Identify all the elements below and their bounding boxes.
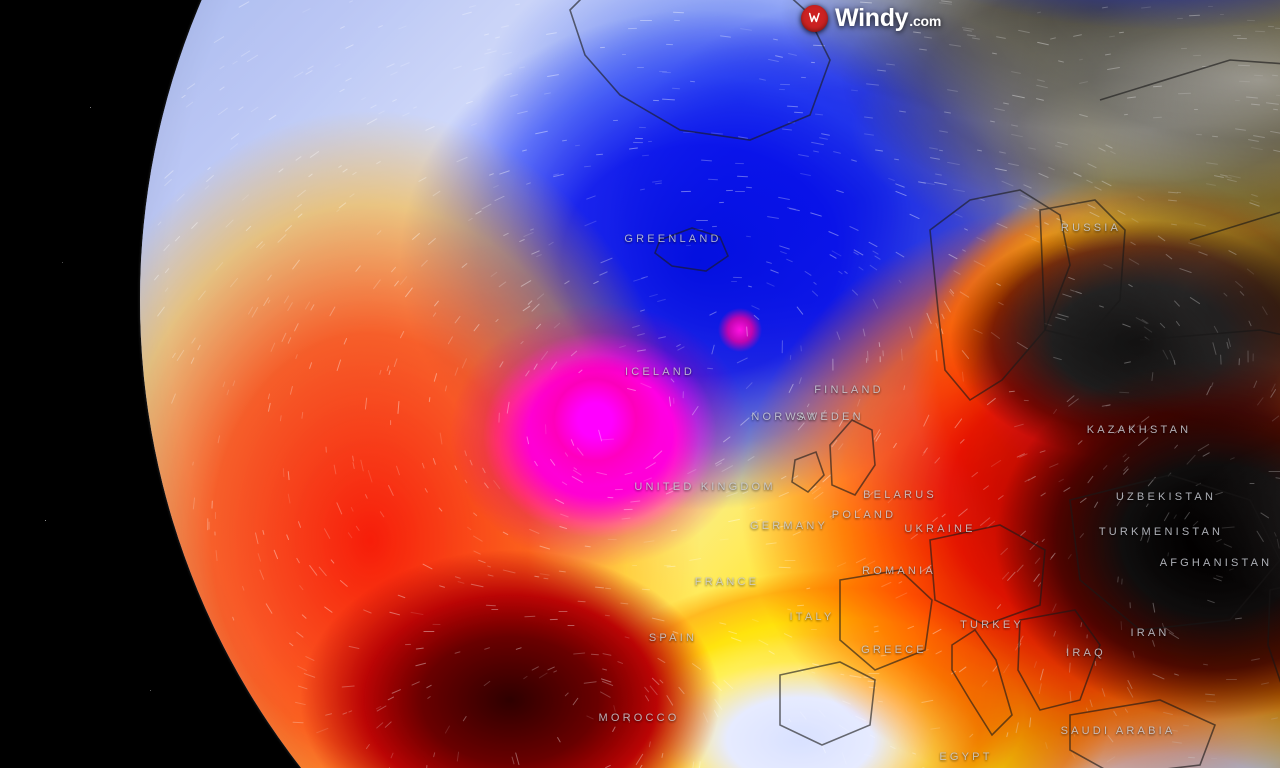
windy-logo-icon xyxy=(801,5,828,32)
earth-globe[interactable] xyxy=(140,0,1280,768)
windy-logo-wordmark: Windy xyxy=(835,4,909,32)
globe-limb-vignette xyxy=(140,0,1280,768)
windy-logo[interactable]: Windy .com xyxy=(801,5,941,32)
windy-logo-tld: .com xyxy=(909,13,942,29)
